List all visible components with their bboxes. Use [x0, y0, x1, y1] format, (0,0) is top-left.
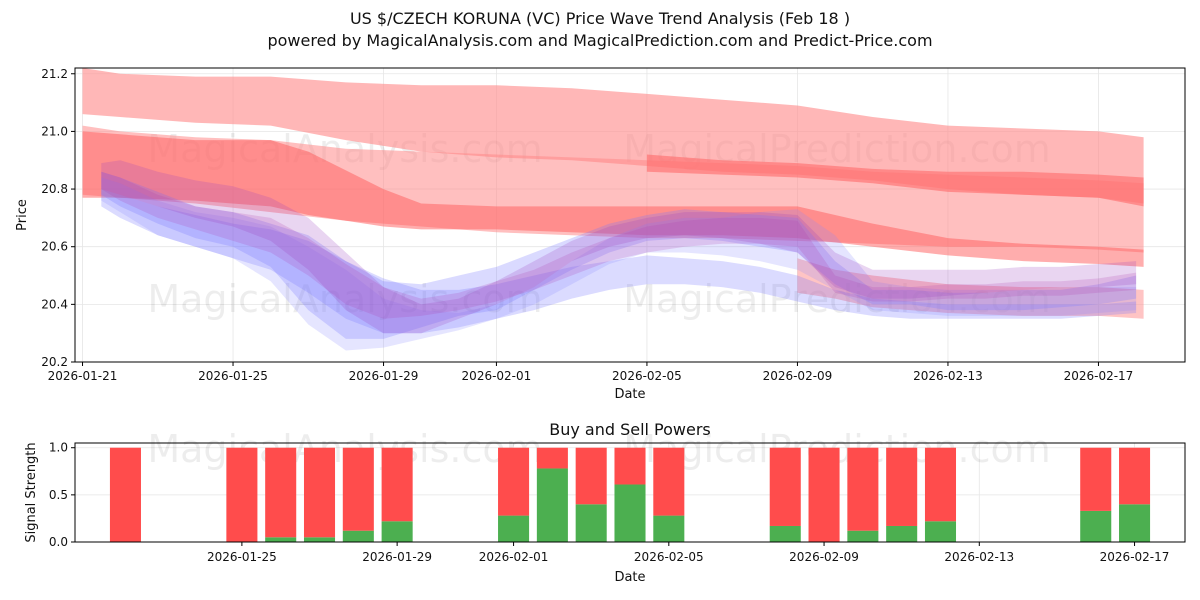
buy-bar	[653, 515, 685, 542]
power-y-ticks: 0.0 0.5 1.0	[49, 441, 75, 549]
y-tick-label: 0.0	[49, 535, 68, 549]
price-panel: MagicalAnalysis.comMagicalPrediction.com…	[15, 67, 1186, 402]
x-tick-label: 2026-02-17	[1100, 550, 1170, 564]
sell-bar	[342, 447, 374, 531]
power-chart-title: Buy and Sell Powers	[549, 420, 711, 439]
sell-bar	[575, 447, 607, 505]
y-tick-label: 20.2	[41, 355, 68, 369]
buy-bar	[381, 521, 413, 542]
power-y-axis-label: Signal Strength	[24, 442, 39, 542]
x-tick-label: 2026-01-29	[349, 369, 419, 383]
blue-wave-3-band	[101, 177, 1137, 351]
y-tick-label: 21.0	[41, 124, 68, 138]
red-wave-upper-right-band	[646, 154, 1144, 207]
power-x-axis-label: Date	[614, 570, 645, 585]
sell-bar	[109, 447, 141, 542]
x-tick-label: 2026-01-29	[362, 550, 432, 564]
y-tick-label: 1.0	[49, 441, 68, 455]
buy-bar	[536, 468, 568, 542]
x-tick-label: 2026-01-21	[48, 369, 118, 383]
x-tick-label: 2026-02-13	[944, 550, 1014, 564]
buy-bar	[886, 525, 918, 542]
price-plot-frame	[74, 67, 1186, 363]
sell-bar	[536, 447, 568, 469]
red-wave-core-band	[82, 131, 1144, 267]
price-y-axis-label: Price	[15, 199, 30, 231]
red-wave-lower-band	[797, 258, 1144, 319]
x-tick-label: 2026-02-05	[634, 550, 704, 564]
y-tick-label: 20.6	[41, 240, 68, 254]
sell-bar	[226, 447, 258, 542]
x-tick-label: 2026-02-09	[789, 550, 859, 564]
buy-bar	[498, 515, 530, 542]
sell-bar	[1119, 447, 1151, 505]
blue-wave-1-band	[101, 171, 1137, 339]
sell-bar	[653, 447, 685, 516]
power-panel: Buy and Sell PowersMagicalAnalysis.comMa…	[24, 420, 1186, 585]
buy-bar	[924, 521, 957, 542]
power-bars	[109, 447, 1151, 542]
sell-bar	[886, 447, 918, 526]
x-tick-label: 2026-02-01	[462, 369, 532, 383]
price-x-axis-label: Date	[614, 387, 645, 402]
x-tick-label: 2026-01-25	[207, 550, 277, 564]
power-plot-frame	[74, 442, 1186, 543]
x-tick-label: 2026-01-25	[198, 369, 268, 383]
sell-bar	[498, 447, 530, 516]
y-tick-label: 20.4	[41, 297, 68, 311]
sell-bar	[1080, 447, 1112, 511]
y-tick-label: 0.5	[49, 488, 68, 502]
purple-wave-band	[101, 160, 1137, 334]
watermark-text: MagicalAnalysis.com	[147, 277, 542, 321]
buy-bar	[847, 530, 879, 542]
sell-bar	[847, 447, 879, 531]
price-y-ticks: 20.2 20.4 20.6 20.8 21.0 21.2	[41, 67, 75, 369]
sell-bar	[303, 447, 336, 538]
sell-bar	[924, 447, 957, 522]
sell-bar	[808, 447, 840, 542]
sell-bar	[614, 447, 646, 485]
buy-bar	[575, 504, 607, 542]
chart-title: US $/CZECH KORUNA (VC) Price Wave Trend …	[349, 9, 851, 28]
power-x-ticks: 2026-01-25 2026-01-29 2026-02-01 2026-02-05…	[207, 542, 1169, 564]
x-tick-label: 2026-02-09	[763, 369, 833, 383]
blue-wave-2-band	[101, 189, 1137, 334]
buy-bar	[614, 484, 646, 542]
buy-bar	[1080, 510, 1112, 542]
wave-bands	[82, 68, 1144, 351]
sell-bar	[769, 447, 801, 526]
sell-bar	[265, 447, 297, 538]
buy-bar	[265, 537, 297, 542]
buy-bar	[303, 537, 336, 542]
x-tick-label: 2026-02-13	[913, 369, 983, 383]
purple-wave-core-band	[101, 171, 1137, 319]
x-tick-label: 2026-02-01	[479, 550, 549, 564]
buy-bar	[1119, 504, 1151, 542]
price-x-ticks: 2026-01-21 2026-01-25 2026-01-29 2026-02-01…	[48, 362, 1134, 383]
x-tick-label: 2026-02-17	[1064, 369, 1134, 383]
buy-bar	[769, 525, 801, 542]
chart-title-block: US $/CZECH KORUNA (VC) Price Wave Trend …	[0, 8, 1200, 52]
sell-bar	[381, 447, 413, 522]
chart-subtitle: powered by MagicalAnalysis.com and Magic…	[267, 31, 933, 50]
y-tick-label: 20.8	[41, 182, 68, 196]
x-tick-label: 2026-02-05	[612, 369, 682, 383]
buy-bar	[342, 530, 374, 542]
y-tick-label: 21.2	[41, 67, 68, 81]
